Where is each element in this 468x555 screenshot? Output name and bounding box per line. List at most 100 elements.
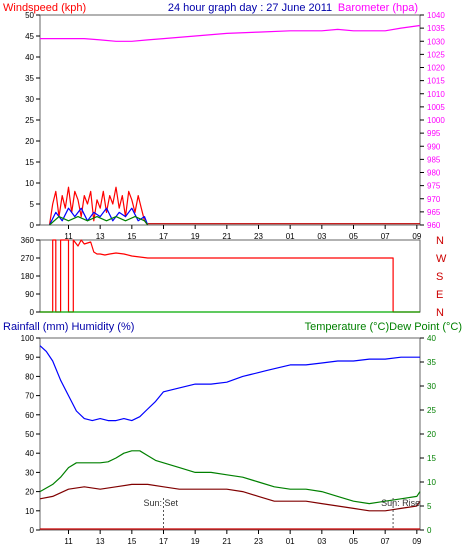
left-axis-tick-label: 40 <box>25 449 34 458</box>
left-axis-tick-label: 10 <box>25 179 34 188</box>
right-axis-tick-label: 5 <box>427 502 432 511</box>
right-axis-tick-label: 10 <box>427 478 436 487</box>
left-axis-tick-label: 15 <box>25 158 34 167</box>
right-axis-tick-label: 990 <box>427 142 441 151</box>
x-axis-tick-label: 11 <box>64 537 73 546</box>
right-axis-tick-label: 30 <box>427 382 436 391</box>
left-axis-tick-label: 180 <box>21 272 35 281</box>
x-axis-tick-label: 11 <box>64 232 73 241</box>
x-axis-tick-label: 21 <box>222 537 231 546</box>
wind-baro-plot-frame <box>39 14 421 226</box>
x-axis-tick-label: 03 <box>317 537 326 546</box>
left-axis-tick-label: 90 <box>25 353 34 362</box>
temp-dew-axis-label: Temperature (°C)Dew Point (°C) <box>305 321 462 333</box>
x-axis-tick-label: 09 <box>412 232 421 241</box>
x-axis-tick-label: 15 <box>127 232 136 241</box>
left-axis-tick-label: 90 <box>25 290 34 299</box>
barometer-axis-label: Barometer (hpa) <box>338 2 418 14</box>
x-axis-tick-label: 13 <box>96 537 105 546</box>
barometer-line <box>40 24 421 42</box>
right-axis-tick-label: 15 <box>427 454 436 463</box>
left-axis-tick-label: 70 <box>25 392 34 401</box>
x-axis-tick-label: 19 <box>191 232 200 241</box>
wind-low-line <box>49 216 149 226</box>
left-axis-tick-label: 0 <box>30 526 35 535</box>
left-axis-tick-label: 0 <box>30 308 35 317</box>
right-axis-tick-label: 25 <box>427 406 436 415</box>
windspeed-axis-label: Windspeed (kph) <box>3 2 86 14</box>
x-axis-tick-label: 15 <box>127 537 136 546</box>
right-axis-tick-label: 960 <box>427 221 441 230</box>
left-axis-tick-label: 0 <box>30 221 35 230</box>
right-axis-tick-label: 1025 <box>427 50 445 59</box>
compass-label: W <box>436 253 447 265</box>
right-axis-tick-label: 965 <box>427 208 441 217</box>
right-axis-tick-label: 985 <box>427 155 441 164</box>
right-axis-tick-label: 35 <box>427 358 436 367</box>
x-axis-tick-label: 05 <box>349 537 358 546</box>
compass-label: S <box>436 271 443 283</box>
left-axis-tick-label: 20 <box>25 488 34 497</box>
left-axis-tick-label: 30 <box>25 95 34 104</box>
left-axis-tick-label: 30 <box>25 468 34 477</box>
x-axis-tick-label: 13 <box>96 232 105 241</box>
right-axis-tick-label: 970 <box>427 195 441 204</box>
x-axis-tick-label: 03 <box>317 232 326 241</box>
compass-label: N <box>436 307 444 319</box>
x-axis-tick-label: 01 <box>286 232 295 241</box>
right-axis-tick-label: 1020 <box>427 64 445 73</box>
graph-title: 24 hour graph day : 27 June 2011 <box>168 2 332 14</box>
left-axis-tick-label: 25 <box>25 116 34 125</box>
right-axis-tick-label: 1015 <box>427 77 445 86</box>
right-axis-tick-label: 1030 <box>427 37 445 46</box>
compass-label: N <box>436 235 444 247</box>
left-axis-tick-label: 80 <box>25 372 34 381</box>
wind-baro-plot: 0510152025303540455096096597097598098599… <box>25 11 445 241</box>
right-axis-tick-label: 1000 <box>427 116 445 125</box>
x-axis-tick-label: 17 <box>159 537 168 546</box>
right-axis-tick-label: 0 <box>427 526 432 535</box>
left-axis-tick-label: 20 <box>25 137 34 146</box>
x-axis-tick-label: 09 <box>412 537 421 546</box>
wind-avg-line <box>48 207 149 226</box>
temperature-line <box>39 450 421 505</box>
right-axis-tick-label: 1035 <box>427 24 445 33</box>
left-axis-tick-label: 40 <box>25 53 34 62</box>
left-axis-tick-label: 35 <box>25 74 34 83</box>
x-axis-tick-label: 01 <box>286 537 295 546</box>
x-axis-tick-label: 07 <box>381 232 390 241</box>
wind-gust-line <box>48 186 149 226</box>
x-axis-tick-label: 23 <box>254 537 263 546</box>
dew-point-line <box>39 483 421 512</box>
temp-humidity-plot-frame <box>39 337 421 531</box>
temp-humidity-plot: 0102030405060708090100051015202530354011… <box>21 334 437 546</box>
right-axis-tick-label: 20 <box>427 430 436 439</box>
left-axis-tick-label: 360 <box>21 236 35 245</box>
right-axis-tick-label: 40 <box>427 334 436 343</box>
sun-marker-label: Sun: Rise <box>381 498 420 508</box>
x-axis-tick-label: 07 <box>381 537 390 546</box>
right-axis-tick-label: 975 <box>427 182 441 191</box>
left-axis-tick-label: 60 <box>25 411 34 420</box>
left-axis-tick-label: 45 <box>25 32 34 41</box>
left-axis-tick-label: 50 <box>25 11 34 20</box>
right-axis-tick-label: 1005 <box>427 103 445 112</box>
x-axis-tick-label: 05 <box>349 232 358 241</box>
x-axis-tick-label: 17 <box>159 232 168 241</box>
left-axis-tick-label: 270 <box>21 254 35 263</box>
left-axis-tick-label: 50 <box>25 430 34 439</box>
x-axis-tick-label: 19 <box>191 537 200 546</box>
left-axis-tick-label: 10 <box>25 507 34 516</box>
rain-humidity-axis-label: Rainfall (mm) Humidity (%) <box>3 321 134 333</box>
left-axis-tick-label: 5 <box>30 200 35 209</box>
x-axis-tick-label: 23 <box>254 232 263 241</box>
x-axis-tick-label: 21 <box>222 232 231 241</box>
right-axis-tick-label: 1040 <box>427 11 445 20</box>
humidity-line <box>39 345 420 422</box>
right-axis-tick-label: 995 <box>427 129 441 138</box>
right-axis-tick-label: 980 <box>427 169 441 178</box>
sun-marker-label: Sun: Set <box>144 498 179 508</box>
right-axis-tick-label: 1010 <box>427 90 445 99</box>
